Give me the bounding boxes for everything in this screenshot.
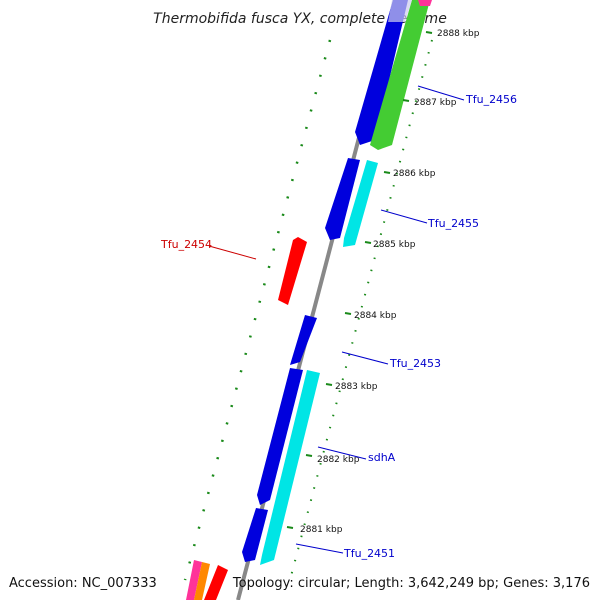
tick-mark bbox=[364, 241, 372, 244]
tick-mark bbox=[344, 312, 352, 315]
gene-tfu-2455-blue[interactable] bbox=[325, 158, 360, 240]
tick-label: 2887 kbp bbox=[414, 98, 457, 108]
gene-tfu-2455-cyan[interactable] bbox=[343, 160, 378, 247]
tick-mark bbox=[286, 526, 294, 529]
genome-summary-text: Topology: circular; Length: 3,642,249 bp… bbox=[232, 576, 590, 591]
gene-label-sdha[interactable]: sdhA bbox=[368, 451, 396, 464]
tick-label: 2884 kbp bbox=[354, 311, 397, 321]
tick-label: 2886 kbp bbox=[393, 169, 436, 179]
gene-tfu-2456-green-top bbox=[388, 0, 412, 22]
leader-lines bbox=[208, 85, 465, 554]
tick-mark bbox=[425, 31, 433, 34]
gene-label-tfu-2451[interactable]: Tfu_2451 bbox=[343, 547, 395, 560]
gene-tfu-2456-green[interactable] bbox=[370, 0, 430, 150]
gc-track-outer bbox=[183, 39, 332, 581]
tick-mark bbox=[305, 454, 313, 457]
gene-tfu-2453-blue[interactable] bbox=[290, 315, 317, 365]
gene-label-tfu-2454[interactable]: Tfu_2454 bbox=[160, 238, 212, 251]
tick-mark bbox=[402, 99, 410, 102]
ticks-group bbox=[286, 31, 433, 529]
tick-label: 2883 kbp bbox=[335, 382, 378, 392]
leader-line-tfu-2456 bbox=[417, 85, 465, 101]
gene-tfu-2456-blue[interactable] bbox=[355, 0, 408, 145]
gene-sdha-blue[interactable] bbox=[257, 368, 303, 505]
gene-bottom-magenta[interactable] bbox=[186, 560, 202, 600]
map-title: Thermobifida fusca YX, complete genome bbox=[153, 11, 447, 27]
gene-label-tfu-2453[interactable]: Tfu_2453 bbox=[389, 357, 441, 370]
leader-line-tfu-2453 bbox=[341, 351, 389, 365]
tick-label: 2881 kbp bbox=[300, 525, 343, 535]
gene-tfu-2454-red[interactable] bbox=[278, 237, 307, 305]
tick-label: 2885 kbp bbox=[373, 240, 416, 250]
gene-label-tfu-2456[interactable]: Tfu_2456 bbox=[465, 93, 517, 106]
leader-line-tfu-2455 bbox=[380, 209, 428, 224]
gene-bottom-orange[interactable] bbox=[194, 562, 210, 600]
gene-sdha-cyan[interactable] bbox=[260, 370, 320, 565]
gene-tfu-2451-blue[interactable] bbox=[242, 508, 268, 562]
tick-label: 2888 kbp bbox=[437, 29, 480, 39]
tick-mark bbox=[325, 383, 333, 386]
tick-mark bbox=[383, 171, 391, 174]
leader-line-tfu-2454 bbox=[208, 245, 257, 260]
gene-top-magenta[interactable] bbox=[418, 0, 432, 6]
gene-label-tfu-2455[interactable]: Tfu_2455 bbox=[427, 217, 479, 230]
accession-text: Accession: NC_007333 bbox=[9, 576, 157, 591]
tick-label: 2882 kbp bbox=[317, 455, 360, 465]
leader-line-sdha bbox=[317, 446, 367, 460]
gene-bottom-red[interactable] bbox=[204, 565, 228, 600]
leader-line-tfu-2451 bbox=[295, 543, 344, 554]
